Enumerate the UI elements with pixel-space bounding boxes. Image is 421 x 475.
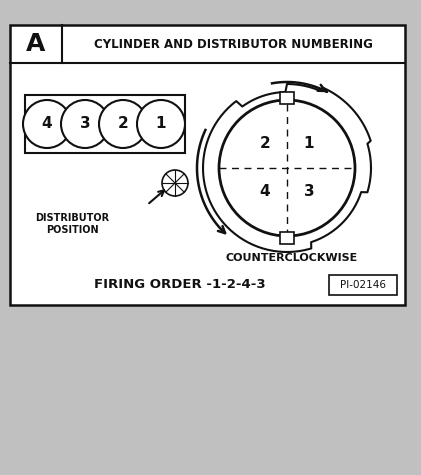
Text: 2: 2 <box>260 136 270 152</box>
Circle shape <box>61 100 109 148</box>
Bar <box>10 25 405 305</box>
Circle shape <box>137 100 185 148</box>
Circle shape <box>99 100 147 148</box>
Text: 3: 3 <box>80 116 91 132</box>
Circle shape <box>162 170 188 196</box>
Text: A: A <box>26 32 46 56</box>
Text: 2: 2 <box>117 116 128 132</box>
Text: DISTRIBUTOR
POSITION: DISTRIBUTOR POSITION <box>35 213 109 235</box>
Circle shape <box>219 100 355 236</box>
Circle shape <box>23 100 71 148</box>
Text: 1: 1 <box>304 136 314 152</box>
Text: 4: 4 <box>260 184 270 200</box>
Bar <box>329 275 397 295</box>
Text: 4: 4 <box>42 116 52 132</box>
Text: PI-02146: PI-02146 <box>340 280 386 290</box>
Text: 1: 1 <box>156 116 166 132</box>
Text: 3: 3 <box>304 184 314 200</box>
Bar <box>25 95 185 153</box>
Text: CYLINDER AND DISTRIBUTOR NUMBERING: CYLINDER AND DISTRIBUTOR NUMBERING <box>94 38 373 50</box>
Bar <box>280 92 294 104</box>
Text: COUNTERCLOCKWISE: COUNTERCLOCKWISE <box>226 253 358 263</box>
Text: FIRING ORDER -1-2-4-3: FIRING ORDER -1-2-4-3 <box>94 278 265 292</box>
Bar <box>280 232 294 244</box>
